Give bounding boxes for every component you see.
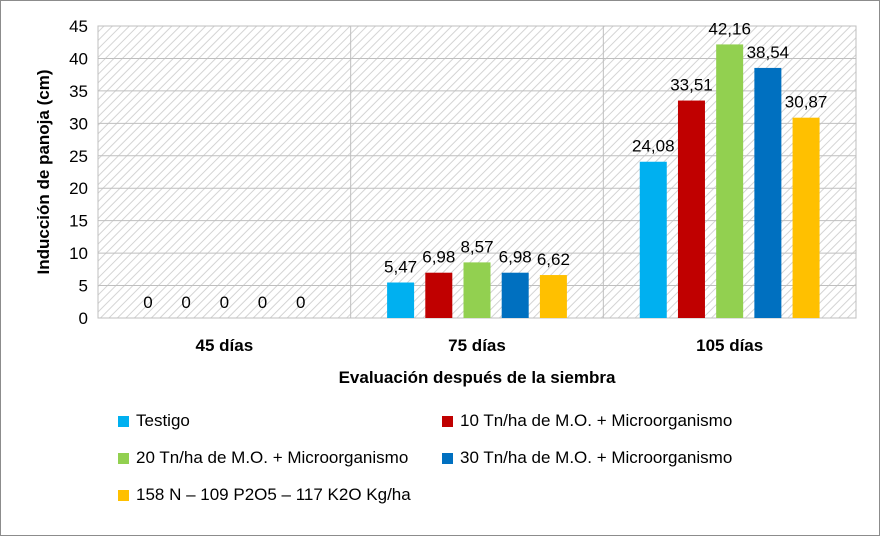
- legend-item: 158 N – 109 P2O5 – 117 K2O Kg/ha: [118, 484, 411, 506]
- bar: [754, 67, 782, 319]
- y-tick-label: 15: [69, 212, 88, 231]
- data-label: 30,87: [785, 93, 828, 112]
- legend-item: 10 Tn/ha de M.O. + Microorganismo: [442, 410, 732, 432]
- bar: [639, 161, 667, 318]
- legend-item: 30 Tn/ha de M.O. + Microorganismo: [442, 447, 732, 469]
- legend-label: 158 N – 109 P2O5 – 117 K2O Kg/ha: [136, 485, 411, 504]
- data-label: 24,08: [632, 137, 675, 156]
- y-tick-label: 10: [69, 244, 88, 263]
- data-label: 0: [220, 293, 229, 312]
- data-label: 0: [258, 293, 267, 312]
- bar: [463, 262, 491, 318]
- data-label: 6,98: [499, 248, 532, 267]
- data-label: 0: [143, 293, 152, 312]
- y-tick-label: 20: [69, 179, 88, 198]
- y-tick-label: 5: [79, 277, 88, 296]
- y-tick-label: 40: [69, 49, 88, 68]
- bar: [716, 44, 744, 319]
- x-tick-label: 105 días: [696, 336, 763, 355]
- bar: [425, 272, 453, 318]
- legend-swatch: [118, 489, 129, 501]
- bar: [677, 100, 705, 318]
- legend-swatch: [442, 415, 453, 427]
- legend-swatch: [118, 415, 129, 427]
- y-tick-label: 0: [79, 309, 88, 328]
- legend-item: 20 Tn/ha de M.O. + Microorganismo: [118, 447, 408, 469]
- data-label: 5,47: [384, 258, 417, 277]
- legend-swatch: [118, 452, 129, 464]
- bar: [387, 282, 415, 318]
- x-tick-label: 45 días: [196, 336, 254, 355]
- bar: [792, 117, 820, 318]
- x-axis-title: Evaluación después de la siembra: [339, 368, 616, 387]
- legend-label: 20 Tn/ha de M.O. + Microorganismo: [136, 448, 409, 467]
- data-label: 42,16: [708, 19, 751, 38]
- data-label: 33,51: [670, 76, 713, 95]
- y-tick-label: 45: [69, 17, 88, 36]
- bar: [501, 272, 529, 318]
- data-label: 0: [296, 293, 305, 312]
- legend-label: 30 Tn/ha de M.O. + Microorganismo: [460, 448, 733, 467]
- data-label: 8,57: [460, 237, 493, 256]
- legend-label: Testigo: [136, 411, 190, 430]
- bar: [539, 275, 567, 318]
- data-label: 0: [181, 293, 190, 312]
- legend-item: Testigo: [118, 410, 190, 432]
- data-label: 6,98: [422, 248, 455, 267]
- data-label: 38,54: [747, 43, 790, 62]
- x-tick-label: 75 días: [448, 336, 506, 355]
- y-tick-label: 35: [69, 82, 88, 101]
- y-axis-title: Inducción de panoja (cm): [34, 70, 53, 275]
- y-tick-label: 25: [69, 147, 88, 166]
- data-label: 6,62: [537, 250, 570, 269]
- legend-swatch: [442, 452, 453, 464]
- legend-label: 10 Tn/ha de M.O. + Microorganismo: [460, 411, 733, 430]
- y-tick-label: 30: [69, 114, 88, 133]
